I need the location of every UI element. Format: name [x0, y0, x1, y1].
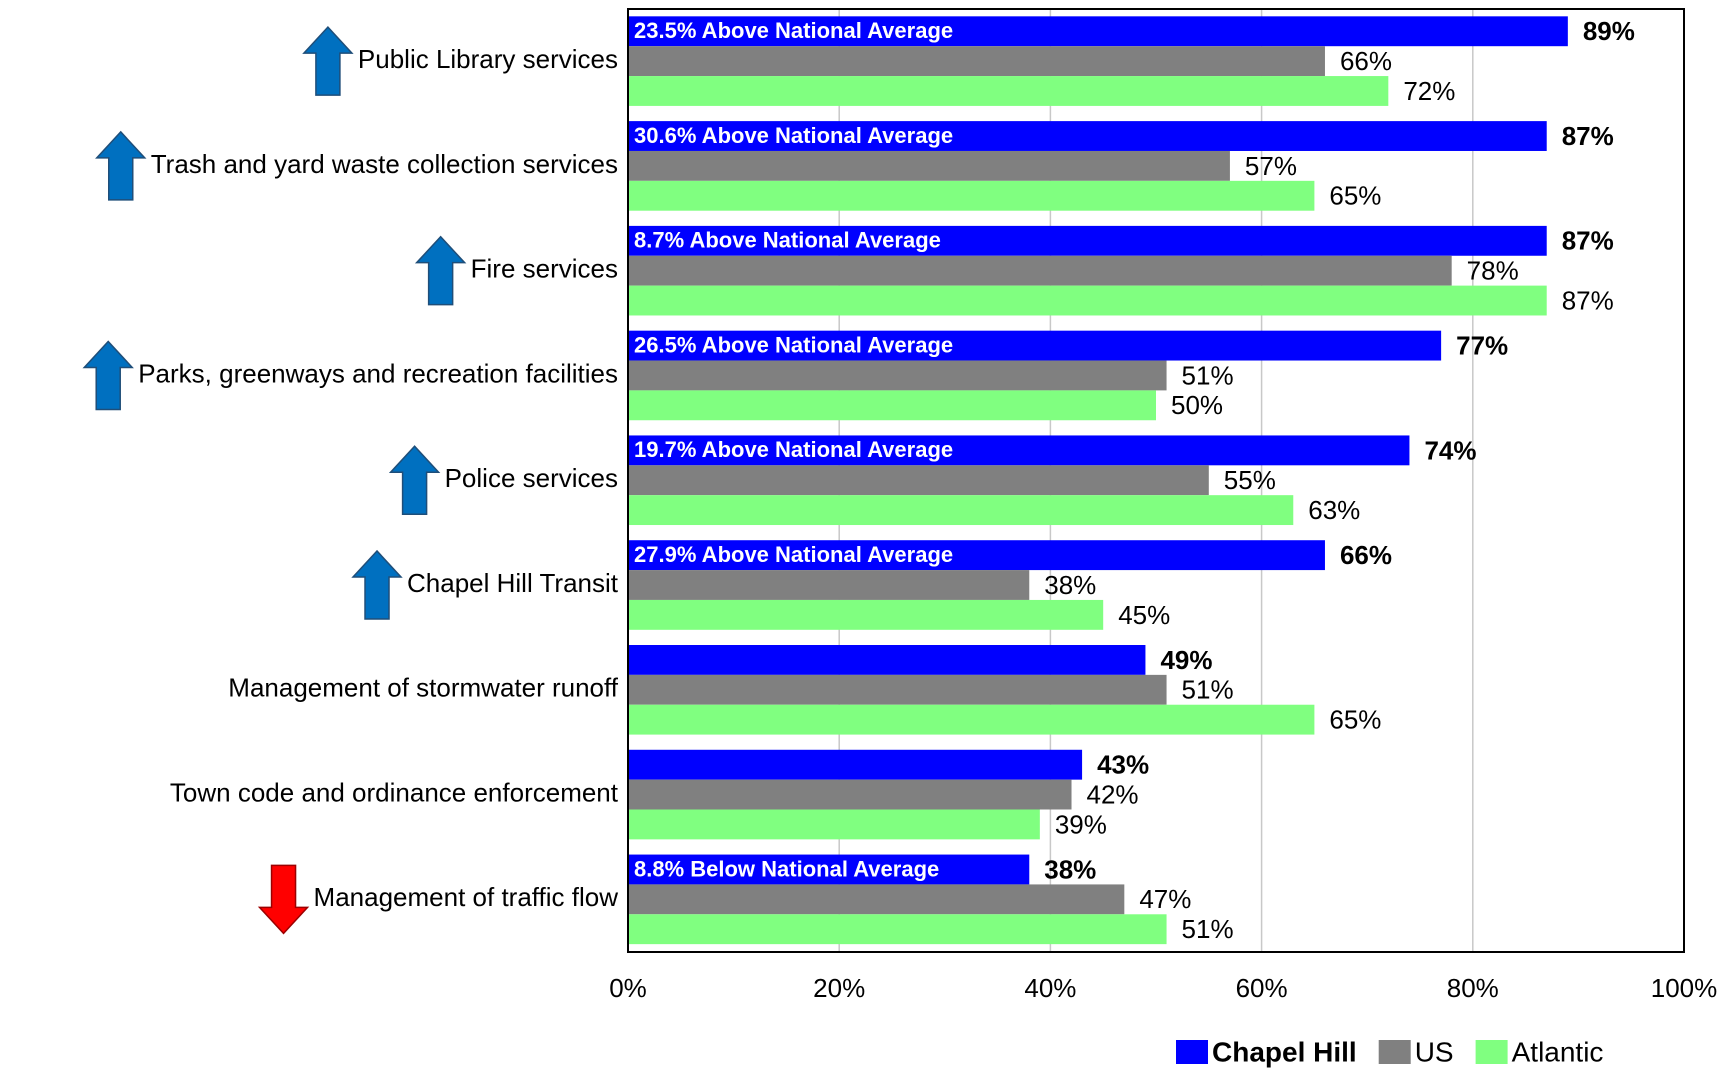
annotation: 23.5% Above National Average — [634, 18, 953, 43]
value-label: 66% — [1340, 46, 1392, 76]
x-tick-label: 80% — [1447, 973, 1499, 1003]
value-label: 39% — [1055, 809, 1107, 839]
bar — [628, 16, 1568, 47]
x-tick-label: 0% — [609, 973, 647, 1003]
value-label: 89% — [1583, 16, 1635, 46]
arrow-up — [388, 445, 441, 515]
value-label: 38% — [1044, 854, 1096, 884]
annotation: 19.7% Above National Average — [634, 437, 953, 462]
x-tick-label: 60% — [1236, 973, 1288, 1003]
legend-label: US — [1415, 1036, 1454, 1067]
legend-label: Atlantic — [1512, 1036, 1604, 1067]
plot-frame — [627, 8, 1685, 953]
bar — [628, 255, 1452, 286]
category-label: Parks, greenways and recreation faciliti… — [138, 358, 618, 388]
bar — [628, 884, 1125, 915]
bar — [628, 779, 1072, 810]
legend-swatch — [1475, 1040, 1508, 1064]
category-label: Chapel Hill Transit — [407, 568, 619, 598]
bar — [628, 914, 1167, 945]
value-label: 43% — [1097, 750, 1149, 780]
value-label: 57% — [1245, 151, 1297, 181]
arrow-down — [257, 864, 310, 935]
value-label: 51% — [1182, 360, 1234, 390]
bar — [628, 809, 1040, 840]
value-label: 87% — [1562, 285, 1614, 315]
bar — [628, 225, 1547, 256]
arrow-up — [95, 130, 147, 201]
value-label: 74% — [1424, 435, 1476, 465]
category-label: Public Library services — [358, 44, 618, 74]
value-label: 72% — [1403, 76, 1455, 106]
bar — [628, 150, 1230, 181]
bar — [628, 495, 1294, 526]
value-label: 51% — [1182, 675, 1234, 705]
annotation: 27.9% Above National Average — [634, 542, 953, 567]
value-label: 49% — [1160, 645, 1212, 675]
value-label: 65% — [1329, 181, 1381, 211]
value-label: 78% — [1467, 256, 1519, 286]
value-label: 65% — [1329, 705, 1381, 735]
bar — [628, 465, 1209, 496]
value-label: 51% — [1182, 914, 1234, 944]
value-label: 63% — [1308, 495, 1360, 525]
bar — [628, 599, 1104, 630]
bar — [628, 749, 1083, 780]
value-label: 87% — [1562, 226, 1614, 256]
category-label: Management of stormwater runoff — [228, 673, 618, 703]
category-label: Town code and ordinance enforcement — [170, 777, 619, 807]
arrow-up — [414, 235, 467, 306]
annotation: 26.5% Above National Average — [634, 332, 953, 357]
value-label: 45% — [1118, 600, 1170, 630]
legend-swatch — [1176, 1040, 1208, 1064]
x-tick-label: 100% — [1651, 973, 1718, 1003]
bar — [628, 360, 1167, 391]
arrow-up — [302, 26, 354, 96]
bar — [628, 854, 1030, 885]
annotation: 8.8% Below National Average — [634, 856, 939, 881]
bar — [628, 285, 1547, 316]
bar — [628, 76, 1389, 106]
legend-label: Chapel Hill — [1212, 1036, 1357, 1067]
bar — [628, 540, 1325, 571]
x-tick-label: 20% — [813, 973, 865, 1003]
arrow-up — [82, 340, 134, 411]
value-label: 50% — [1171, 390, 1223, 420]
bar — [628, 121, 1547, 151]
bar — [628, 46, 1325, 77]
bar — [628, 180, 1315, 211]
category-label: Police services — [445, 463, 618, 493]
annotation: 30.6% Above National Average — [634, 123, 953, 148]
category-label: Trash and yard waste collection services — [151, 149, 618, 179]
arrow-up — [351, 549, 403, 620]
bar — [628, 704, 1315, 735]
value-label: 47% — [1139, 884, 1191, 914]
bar — [628, 330, 1442, 361]
value-label: 66% — [1340, 540, 1392, 570]
annotation: 8.7% Above National Average — [634, 228, 941, 253]
value-label: 55% — [1224, 465, 1276, 495]
category-label: Fire services — [471, 254, 618, 284]
category-label: Management of traffic flow — [314, 882, 619, 912]
bar — [628, 645, 1146, 675]
value-label: 42% — [1087, 779, 1139, 809]
value-label: 38% — [1044, 570, 1096, 600]
bar — [628, 674, 1167, 705]
x-tick-label: 40% — [1024, 973, 1076, 1003]
legend-swatch — [1378, 1040, 1411, 1064]
bar — [628, 570, 1030, 600]
bar — [628, 390, 1156, 421]
value-label: 77% — [1456, 330, 1508, 360]
value-label: 87% — [1562, 121, 1614, 151]
bar — [628, 435, 1410, 466]
